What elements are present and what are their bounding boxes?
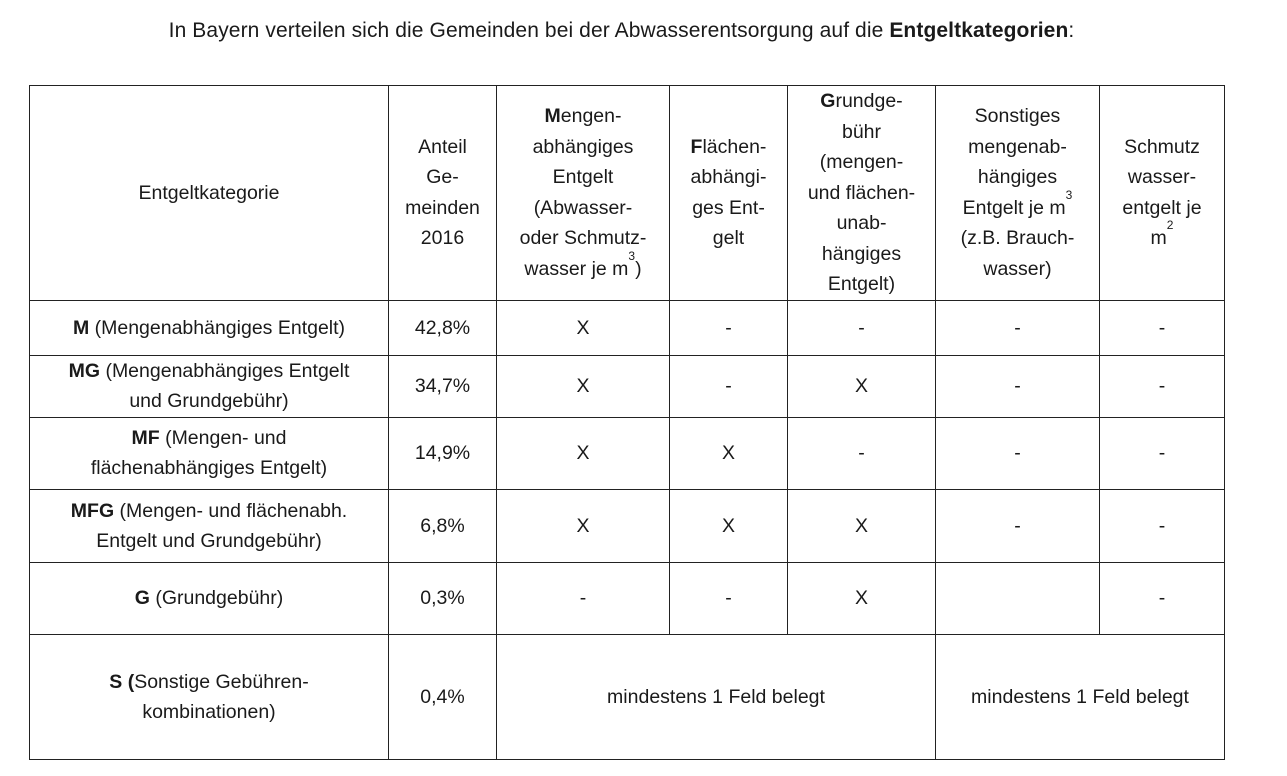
row-share: 0,4% <box>388 633 497 760</box>
row-cell: - <box>669 299 788 356</box>
row-cell: - <box>1099 561 1225 635</box>
header-share: Anteil Ge-meinden 2016 <box>388 85 497 301</box>
header-other-fee: Sonstiges mengenab- hängiges Entgelt je … <box>935 85 1100 301</box>
title-text: In Bayern verteilen sich die Gemeinden b… <box>168 19 890 42</box>
row-share: 14,9% <box>388 416 497 490</box>
merged-cell-right: mindestens 1 Feld belegt <box>935 633 1225 760</box>
header-area-fee: Flächen- abhängi- ges Ent- gelt <box>669 85 788 301</box>
table-row: MG (Mengenabhängiges Entgelt und Grundgeb… <box>29 354 1225 418</box>
row-cell: X <box>669 416 788 490</box>
table-row: G (Grundgebühr) 0,3% - - X - <box>29 561 1225 635</box>
table-row: MF (Mengen- und flächenabhängiges Entgelt… <box>29 416 1225 490</box>
header-base-fee: Grundge- bühr (mengen- und flächen- unab… <box>787 85 936 301</box>
row-category: MF (Mengen- und flächenabhängiges Entgelt… <box>29 416 389 490</box>
row-cell: - <box>935 299 1100 356</box>
row-cell: - <box>669 354 788 418</box>
row-cell <box>935 561 1100 635</box>
page-title: In Bayern verteilen sich die Gemeinden b… <box>0 17 1243 45</box>
row-cell: - <box>1099 299 1225 356</box>
row-category: MG (Mengenabhängiges Entgelt und Grundgeb… <box>29 354 389 418</box>
row-share: 42,8% <box>388 299 497 356</box>
row-cell: X <box>787 488 936 563</box>
row-cell: - <box>787 416 936 490</box>
table-row: MFG (Mengen- und flächenabh. Entgelt und … <box>29 488 1225 563</box>
row-share: 34,7% <box>388 354 497 418</box>
row-category: S (Sonstige Gebühren-kombinationen) <box>29 633 389 760</box>
title-colon: : <box>1068 19 1075 42</box>
row-category: M (Mengenabhängiges Entgelt) <box>29 299 389 356</box>
row-cell: - <box>669 561 788 635</box>
row-cell: - <box>1099 416 1225 490</box>
header-category: Entgeltkategorie <box>29 85 389 301</box>
row-cell: - <box>1099 488 1225 563</box>
row-cell: X <box>496 416 670 490</box>
row-cell: - <box>935 488 1100 563</box>
row-cell: X <box>496 488 670 563</box>
row-cell: - <box>496 561 670 635</box>
row-share: 6,8% <box>388 488 497 563</box>
row-cell: - <box>935 354 1100 418</box>
row-cell: X <box>669 488 788 563</box>
row-cell: X <box>496 299 670 356</box>
header-row: Entgeltkategorie Anteil Ge-meinden 2016 Me… <box>29 85 1225 301</box>
table-row: M (Mengenabhängiges Entgelt) 42,8% X - -… <box>29 299 1225 356</box>
row-share: 0,3% <box>388 561 497 635</box>
header-volume-fee: Mengen- abhängiges Entgelt (Abwasser- od… <box>496 85 670 301</box>
row-cell: X <box>496 354 670 418</box>
row-cell: - <box>1099 354 1225 418</box>
row-cell: X <box>787 354 936 418</box>
fee-category-table: Entgeltkategorie Anteil Ge-meinden 2016 Me… <box>29 85 1225 760</box>
header-dirty-water-fee: Schmutz wasser- entgelt je m2 <box>1099 85 1225 301</box>
row-category: G (Grundgebühr) <box>29 561 389 635</box>
table-row: S (Sonstige Gebühren-kombinationen) 0,4%… <box>29 633 1225 760</box>
row-cell: - <box>935 416 1100 490</box>
row-cell: - <box>787 299 936 356</box>
row-category: MFG (Mengen- und flächenabh. Entgelt und … <box>29 488 389 563</box>
row-cell: X <box>787 561 936 635</box>
merged-cell-left: mindestens 1 Feld belegt <box>496 633 936 760</box>
title-emphasis: Entgeltkategorien <box>889 19 1069 42</box>
